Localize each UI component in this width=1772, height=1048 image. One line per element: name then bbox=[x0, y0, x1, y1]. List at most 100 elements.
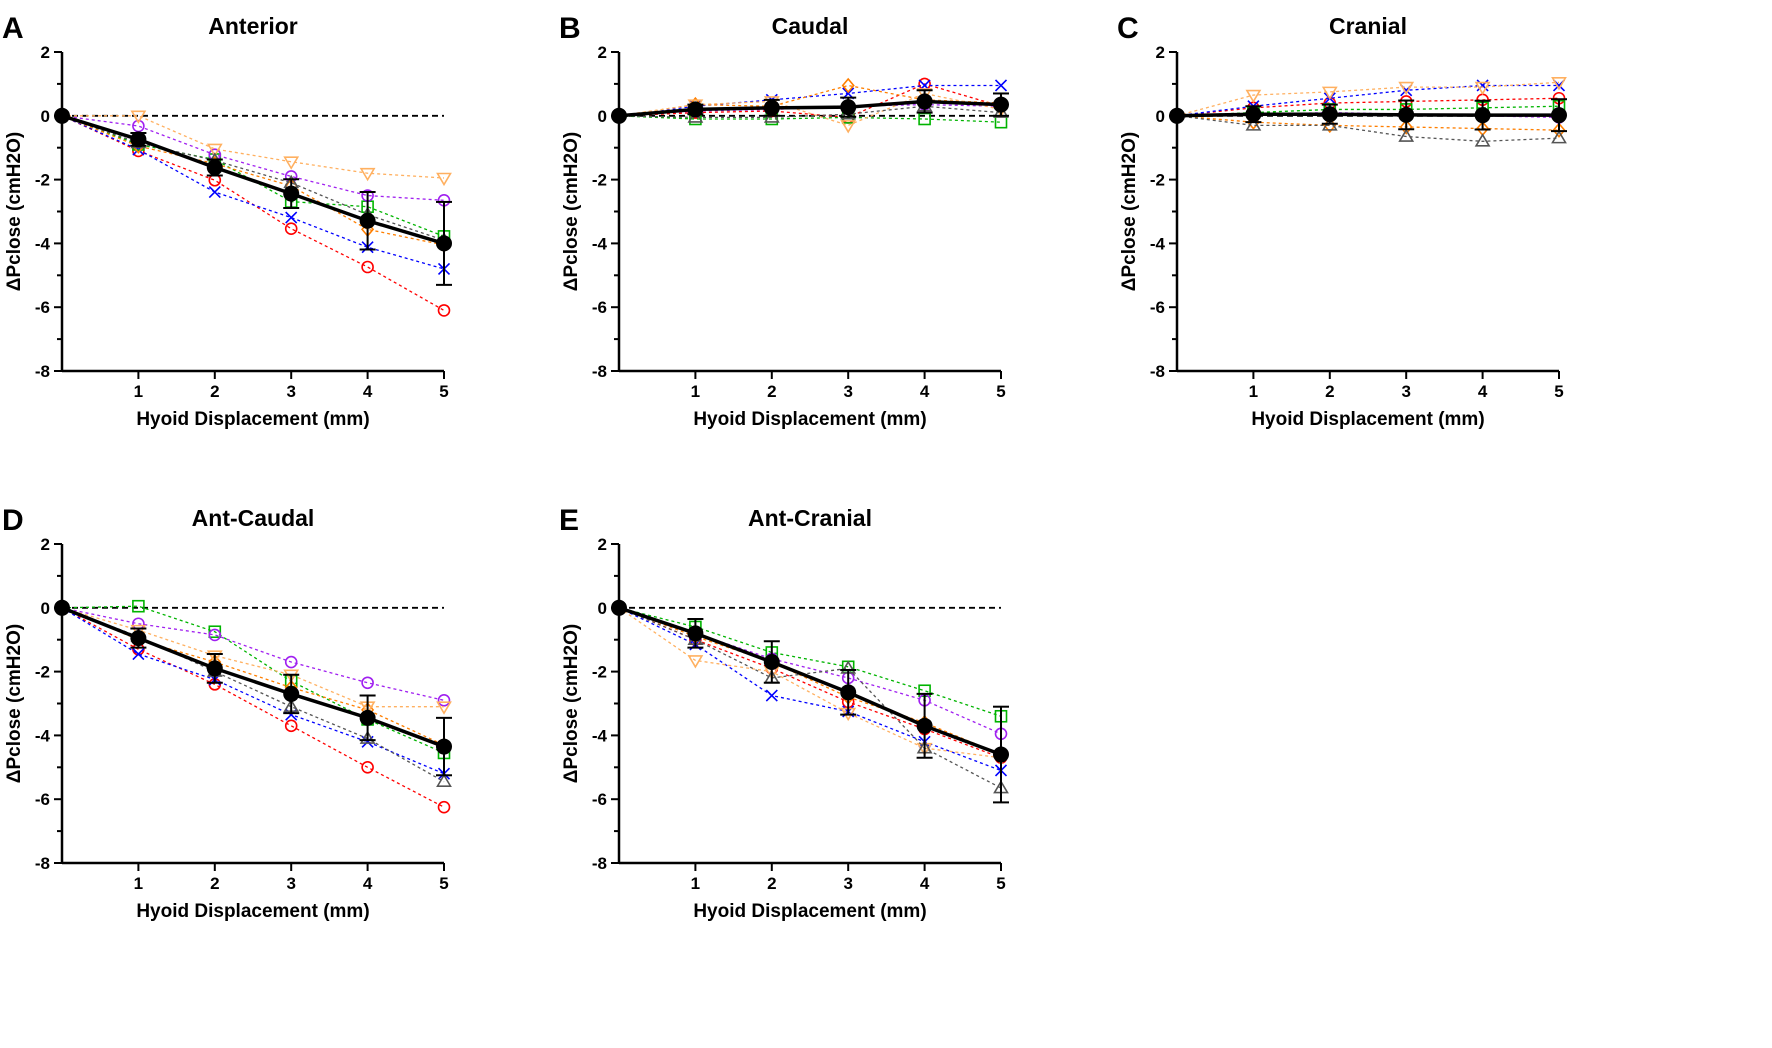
series-1 bbox=[61, 607, 451, 814]
mean-point bbox=[687, 101, 704, 118]
series-line bbox=[61, 115, 445, 270]
mean-series bbox=[611, 89, 1009, 124]
series-line bbox=[618, 607, 1002, 789]
series-line bbox=[618, 607, 1002, 759]
x-tick-label: 2 bbox=[1325, 382, 1334, 401]
series-line bbox=[1176, 81, 1560, 117]
series-2 bbox=[61, 607, 451, 780]
series-line bbox=[618, 84, 1001, 117]
panel-letter: E bbox=[559, 504, 579, 537]
mean-point bbox=[916, 93, 933, 110]
x-axis-label: Hyoid Displacement (mm) bbox=[136, 409, 369, 430]
data-point bbox=[841, 77, 855, 94]
x-tick-label: 2 bbox=[210, 382, 219, 401]
panel-title: Anterior bbox=[208, 13, 298, 39]
data-point bbox=[208, 628, 222, 642]
data-point bbox=[1245, 89, 1262, 104]
x-tick-label: 3 bbox=[1401, 382, 1410, 401]
data-point bbox=[1476, 79, 1489, 92]
series-6 bbox=[618, 607, 1009, 766]
mean-point bbox=[1245, 106, 1262, 123]
data-point bbox=[283, 156, 300, 170]
x-tick-label: 2 bbox=[767, 382, 776, 401]
data-point bbox=[1474, 81, 1491, 96]
data-point bbox=[1399, 119, 1413, 135]
series-6 bbox=[61, 607, 452, 715]
data-point bbox=[206, 143, 223, 158]
y-tick-label: -6 bbox=[35, 298, 50, 317]
mean-point bbox=[283, 185, 300, 202]
mean-point bbox=[1169, 107, 1185, 124]
y-tick-label: -6 bbox=[1150, 298, 1165, 317]
y-axis-label: ΔPclose (cmH2O) bbox=[4, 132, 25, 291]
x-tick-label: 3 bbox=[843, 874, 852, 893]
data-point bbox=[130, 110, 147, 124]
mean-point bbox=[611, 107, 627, 124]
data-point bbox=[359, 730, 376, 744]
data-point bbox=[1245, 117, 1262, 131]
series-line bbox=[618, 607, 1002, 772]
panel-letter: D bbox=[2, 504, 24, 537]
y-tick-label: -2 bbox=[35, 663, 50, 682]
series-7 bbox=[61, 607, 452, 787]
data-point bbox=[285, 211, 298, 224]
y-tick-label: -2 bbox=[35, 171, 50, 190]
mean-line bbox=[61, 114, 445, 246]
mean-point bbox=[993, 746, 1009, 763]
data-point bbox=[361, 676, 374, 690]
x-tick-label: 1 bbox=[134, 874, 143, 893]
y-tick-label: -6 bbox=[592, 790, 607, 809]
mean-point bbox=[1551, 107, 1567, 124]
series-line bbox=[61, 115, 445, 237]
series-2 bbox=[61, 115, 451, 275]
y-tick-label: -8 bbox=[35, 854, 50, 873]
series-line bbox=[618, 84, 1002, 117]
data-point bbox=[687, 655, 704, 669]
y-tick-label: 2 bbox=[41, 43, 50, 62]
mean-point bbox=[840, 684, 857, 701]
series-line bbox=[1176, 105, 1560, 117]
y-tick-label: -4 bbox=[35, 726, 51, 745]
y-tick-label: -4 bbox=[1150, 234, 1166, 253]
mean-point bbox=[283, 685, 300, 702]
y-tick-label: -6 bbox=[592, 298, 607, 317]
mean-point bbox=[359, 212, 376, 229]
mean-series bbox=[1169, 98, 1567, 133]
series-line bbox=[1176, 84, 1559, 117]
mean-point bbox=[687, 625, 704, 642]
x-tick-label: 3 bbox=[286, 382, 295, 401]
y-tick-label: -2 bbox=[1150, 171, 1165, 190]
x-tick-label: 4 bbox=[920, 874, 930, 893]
series-line bbox=[618, 103, 1002, 117]
y-tick-label: -8 bbox=[592, 362, 607, 381]
mean-line bbox=[618, 99, 1002, 118]
x-axis-label: Hyoid Displacement (mm) bbox=[136, 901, 369, 922]
data-point bbox=[1552, 122, 1566, 138]
series-line bbox=[1176, 115, 1560, 142]
y-axis-label: ΔPclose (cmH2O) bbox=[561, 132, 582, 291]
mean-point bbox=[206, 159, 223, 176]
x-tick-label: 4 bbox=[363, 382, 373, 401]
mean-point bbox=[54, 599, 70, 616]
panel-d: D Ant-Caudal 2 0 -2 -4 -6 -8 1 2 3 4 5 Hyoid Displace… bbox=[2, 504, 452, 922]
data-point bbox=[359, 167, 376, 182]
mean-series bbox=[54, 599, 452, 777]
mean-point bbox=[436, 235, 452, 252]
y-tick-label: 0 bbox=[41, 599, 50, 618]
mean-line bbox=[1176, 112, 1559, 118]
data-point bbox=[1551, 77, 1567, 91]
mean-point bbox=[54, 107, 70, 124]
series-line bbox=[61, 115, 445, 241]
series-line bbox=[1176, 97, 1560, 117]
data-point bbox=[437, 694, 451, 707]
mean-point bbox=[1398, 106, 1415, 123]
series-4 bbox=[61, 607, 451, 707]
x-tick-label: 5 bbox=[1554, 382, 1563, 401]
mean-point bbox=[359, 709, 376, 726]
series-1 bbox=[1176, 91, 1566, 117]
x-axis-label: Hyoid Displacement (mm) bbox=[693, 901, 926, 922]
mean-series bbox=[611, 599, 1009, 804]
x-tick-label: 2 bbox=[767, 874, 776, 893]
panel-title: Ant-Caudal bbox=[192, 505, 315, 531]
series-1 bbox=[618, 607, 1008, 765]
